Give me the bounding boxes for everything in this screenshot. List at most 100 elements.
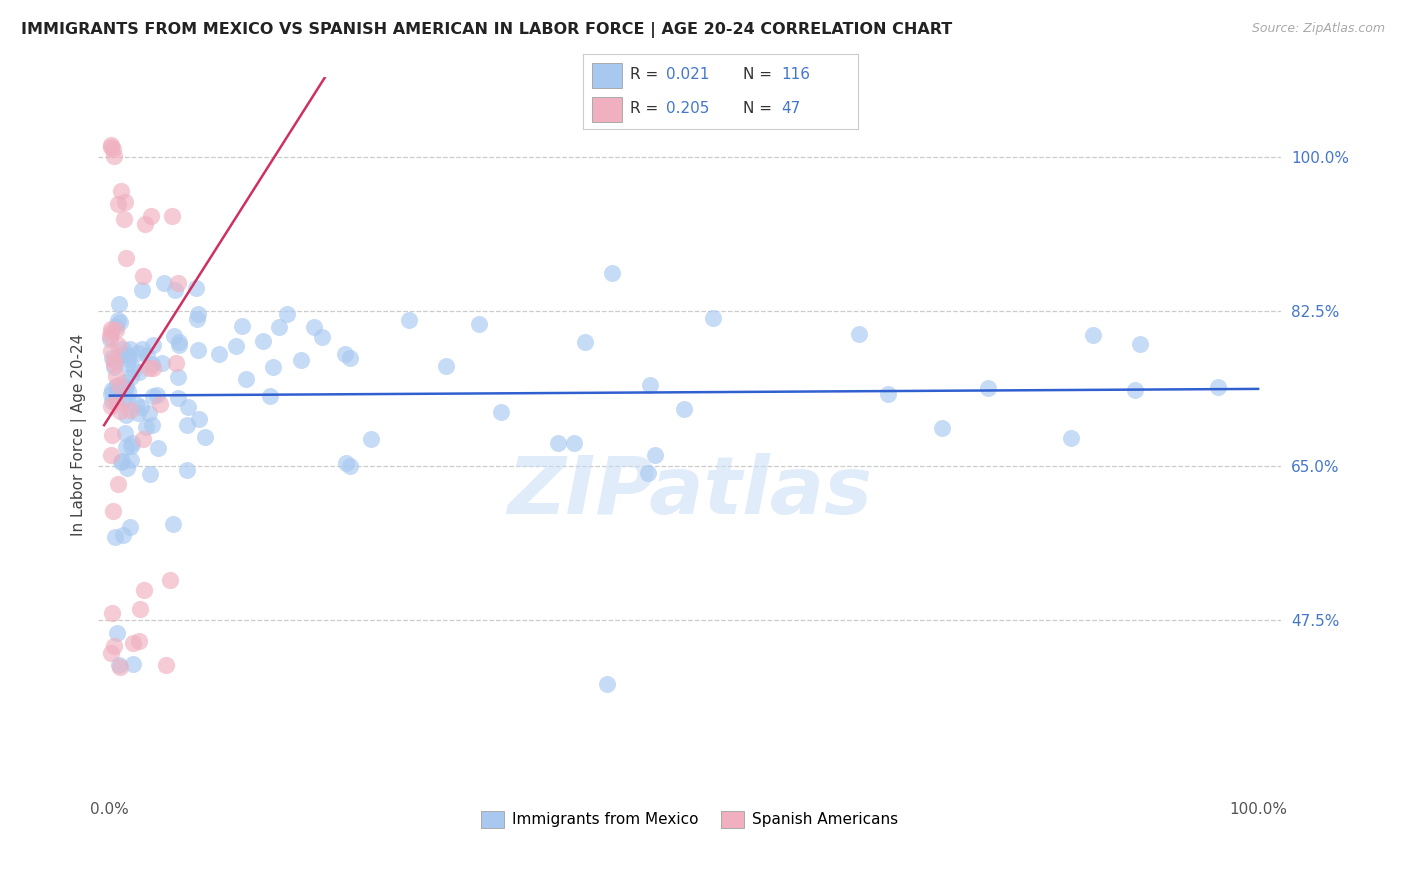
Point [101,383,124,397]
Point [262,360,284,375]
Point [103,149,125,163]
Point [302,320,325,334]
Point [100,400,122,414]
Point [117,348,139,362]
Point [187,411,209,425]
Point [167,370,190,384]
Point [105,369,128,384]
Point [114,376,136,390]
Text: 116: 116 [780,67,810,82]
Point [977,381,1000,395]
Point [117,384,139,398]
Point [110,455,132,469]
Point [107,338,129,352]
Point [149,397,172,411]
Point [105,384,128,399]
Point [132,432,155,446]
Point [877,387,900,401]
FancyBboxPatch shape [592,62,621,87]
FancyBboxPatch shape [592,96,621,122]
Point [434,359,457,373]
Point [107,197,129,211]
Point [114,379,136,393]
Point [141,357,163,371]
Point [186,312,208,326]
Point [100,344,122,359]
Point [129,401,152,415]
Point [100,140,122,154]
Point [163,329,186,343]
Point [108,297,131,311]
Point [339,351,361,366]
Point [101,504,124,518]
Point [120,402,142,417]
Point [100,646,122,660]
Text: 0.205: 0.205 [666,102,709,116]
Text: N =: N = [742,67,776,82]
Point [128,365,150,379]
Point [176,417,198,432]
Point [1060,431,1083,445]
Point [127,346,149,360]
Point [121,436,143,450]
Point [125,397,148,411]
Point [138,406,160,420]
Point [128,634,150,648]
Point [100,386,122,401]
Point [141,209,163,223]
Point [187,307,209,321]
Point [101,143,124,157]
Point [115,408,138,422]
Point [339,458,361,473]
Point [104,530,127,544]
Point [101,393,124,408]
Point [159,573,181,587]
Point [100,322,122,336]
Point [160,209,183,223]
Point [115,357,138,371]
Point [107,378,129,392]
Point [167,277,190,291]
Point [1123,384,1146,398]
Point [100,448,122,462]
Point [114,441,136,455]
Point [145,388,167,402]
Point [115,251,138,265]
Text: ZIPatlas: ZIPatlas [508,453,872,531]
Point [111,454,134,468]
Point [398,313,420,327]
Point [100,325,122,339]
Point [104,322,127,336]
Point [848,326,870,341]
Point [128,602,150,616]
Point [162,517,184,532]
Point [150,356,173,370]
Point [112,342,135,356]
Point [108,404,131,418]
Point [142,389,165,403]
Point [252,334,274,348]
Point [103,353,125,368]
Point [120,369,142,384]
Text: N =: N = [742,102,776,116]
Point [108,657,131,672]
Point [142,337,165,351]
Point [114,426,136,441]
Point [107,313,129,327]
Point [117,392,139,406]
Point [98,329,121,343]
Point [141,418,163,433]
Point [644,448,666,462]
Point [165,356,187,370]
Point [638,378,661,392]
Point [177,400,200,414]
Point [111,348,134,362]
Text: 0.021: 0.021 [666,67,709,82]
Point [108,315,131,329]
Point [127,406,149,420]
Point [267,319,290,334]
Point [138,360,160,375]
Point [118,352,141,367]
Point [231,319,253,334]
Point [132,582,155,597]
